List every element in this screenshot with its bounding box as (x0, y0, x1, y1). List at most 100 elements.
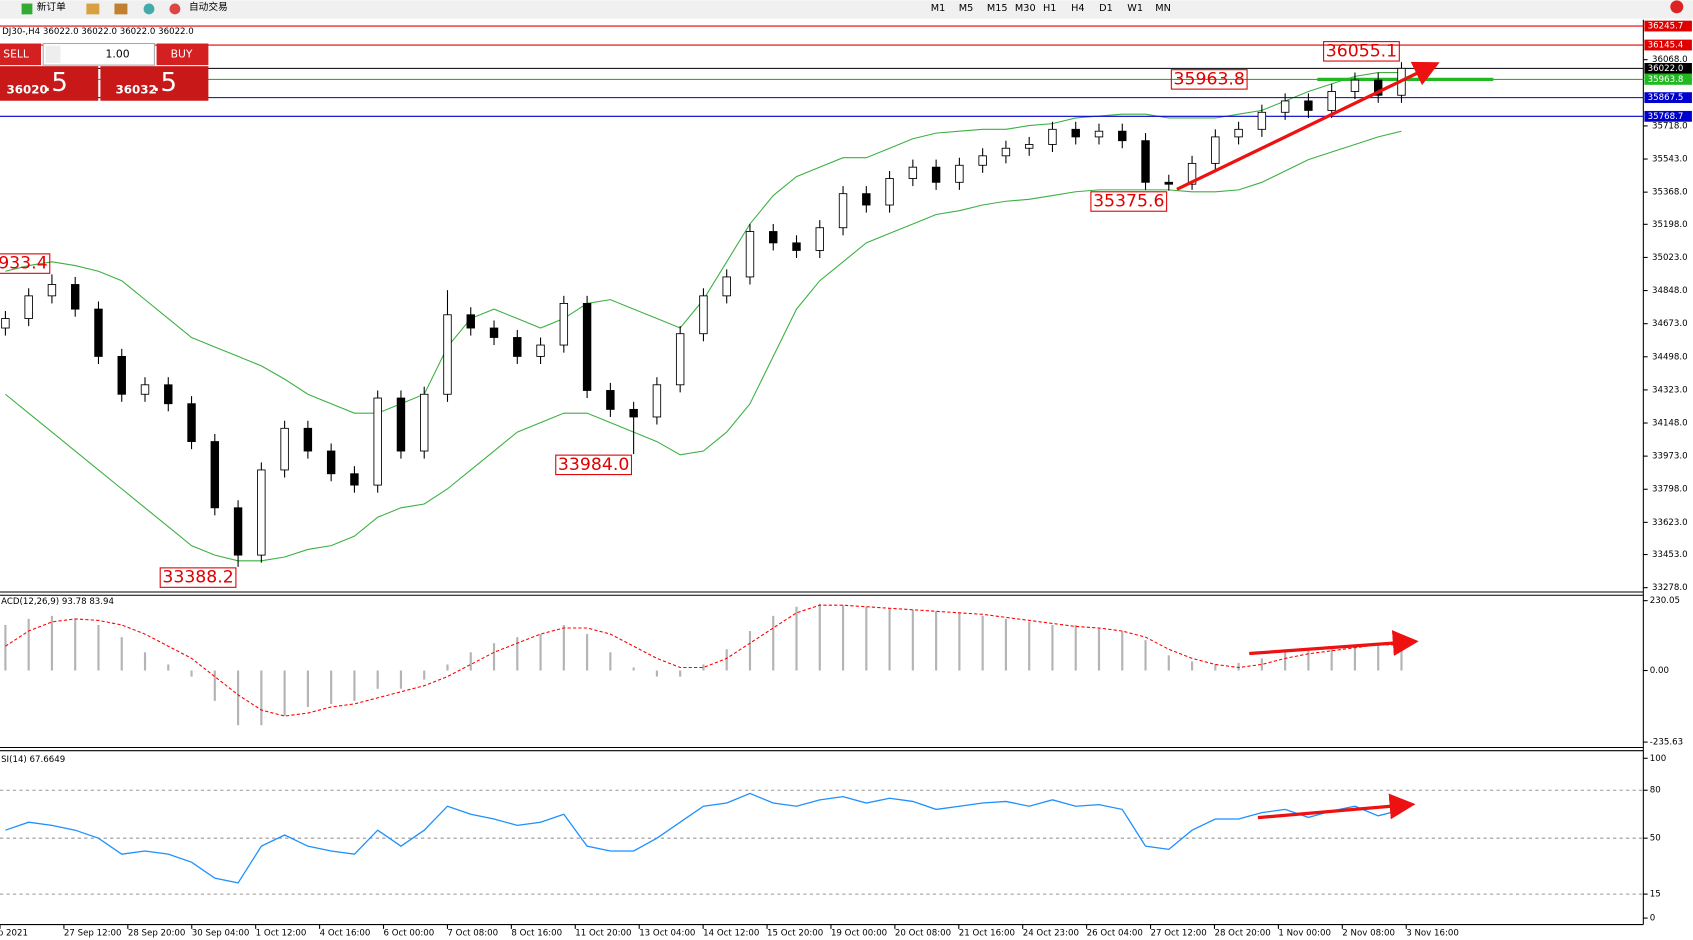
ask-price[interactable]: 36032 (116, 82, 157, 96)
macd-bar (1074, 624, 1077, 671)
macd-bar (1260, 658, 1263, 671)
candle-body (1141, 140, 1150, 183)
y-tick-label: 34673.0 (1652, 319, 1688, 329)
level-label: 35963.8 (1648, 75, 1684, 85)
y-tick-label: 35718.0 (1652, 121, 1688, 131)
timeframe[interactable]: D1 (1099, 3, 1113, 14)
x-tick-label: 24 Oct 23:00 (1023, 929, 1079, 939)
search[interactable] (1630, 1, 1648, 16)
x-tick-label: 4 Oct 16:00 (320, 929, 371, 939)
toolbar-icon[interactable] (143, 3, 155, 15)
ask-box[interactable] (100, 66, 209, 101)
macd-bar (50, 615, 54, 671)
candle-body (1094, 130, 1104, 138)
macd-bar (1167, 655, 1170, 671)
candle-body (629, 408, 638, 418)
macd-bar (399, 670, 403, 689)
macd-bar (1004, 618, 1008, 671)
candle-body (233, 507, 243, 556)
candle-body (1280, 100, 1290, 113)
level-tag (1644, 39, 1692, 51)
candle-body (931, 166, 941, 183)
timeframe[interactable]: M1 (931, 3, 946, 14)
sell-label[interactable]: SELL (3, 47, 29, 60)
x-tick-label: 1 Oct 12:00 (256, 929, 307, 939)
candle-body (94, 308, 103, 357)
new-order[interactable]: 新订单 (37, 0, 66, 13)
x-tick-label: 3 Nov 16:00 (1406, 929, 1459, 939)
indicator-title: ACD(12,26,9) 93.78 83.94 (1, 597, 114, 607)
timeframe[interactable]: H1 (1043, 3, 1056, 14)
x-tick-label: 6 Oct 00:00 (384, 929, 435, 939)
x-tick-label: 30 Sep 04:00 (192, 929, 250, 939)
candle-body (1234, 128, 1243, 138)
level-label: 35768.7 (1648, 112, 1684, 122)
price-annotation: 33388.2 (162, 568, 233, 588)
candle-body (838, 193, 848, 229)
macd-bar (795, 606, 798, 671)
sell-button[interactable] (0, 43, 42, 66)
timeframe[interactable]: H4 (1071, 3, 1084, 14)
price-annotation: 33984.0 (558, 455, 629, 475)
lot-input[interactable] (42, 42, 155, 66)
trend-arrow (1249, 630, 1419, 657)
auto-trading-icon[interactable] (169, 3, 181, 15)
ask-pips[interactable]: .5 (152, 68, 177, 98)
buy-button[interactable] (156, 43, 209, 66)
y-tick-label: 35543.0 (1652, 155, 1688, 165)
auto-trading[interactable]: 自动交易 (189, 0, 228, 13)
level-label: 35867.5 (1648, 93, 1684, 103)
y-tick-label: 35198.0 (1652, 220, 1688, 230)
candle-body (210, 441, 220, 509)
candle-body (1257, 111, 1267, 130)
candle-body (1024, 144, 1034, 149)
toolbar-icon[interactable] (114, 3, 128, 15)
y-tick-label: 34323.0 (1652, 385, 1688, 395)
lot-value[interactable]: 1.00 (106, 47, 130, 60)
macd-bar (748, 631, 752, 671)
macd-bar (958, 612, 961, 671)
macd-bar (981, 615, 984, 671)
macd-bar (1121, 631, 1124, 671)
candle-body (1350, 79, 1360, 92)
timeframe[interactable]: M30 (1015, 3, 1036, 14)
toolbar-icon[interactable] (86, 3, 100, 15)
x-tick-label: 15 Oct 20:00 (767, 929, 823, 939)
alert-icon[interactable] (1670, 0, 1684, 14)
candle-body (606, 390, 615, 410)
y-tick-label: 36068.0 (1652, 55, 1688, 65)
bid-pips[interactable]: .5 (43, 68, 68, 98)
new-order-icon[interactable] (21, 3, 33, 15)
timeframe[interactable]: M5 (959, 3, 974, 14)
macd-bar (702, 664, 705, 671)
candle-body (1118, 130, 1127, 142)
candle-body (1164, 181, 1174, 185)
buy-label[interactable]: BUY (171, 47, 193, 60)
candle-body (187, 403, 196, 442)
macd-bar (1353, 646, 1357, 671)
lot-spinner[interactable] (45, 45, 61, 63)
macd-bar (236, 670, 240, 726)
macd-bar (1051, 624, 1054, 671)
candle-body (908, 166, 918, 179)
macd-bar (655, 670, 658, 677)
candle-body (47, 284, 57, 297)
macd-bar (1377, 643, 1380, 671)
x-tick-label: Sep 2021 (0, 929, 28, 939)
bid-price[interactable]: 36020 (6, 82, 47, 96)
candle-body (513, 337, 522, 357)
macd-bar (120, 637, 123, 671)
candle-body (1048, 128, 1057, 145)
timeframe[interactable]: MN (1155, 3, 1171, 14)
macd-bar (632, 667, 635, 671)
timeframe[interactable]: M15 (987, 3, 1008, 14)
y-tick-label: 33973.0 (1652, 452, 1688, 462)
y-tick-label: 33278.0 (1652, 583, 1688, 593)
macd-bar (190, 670, 193, 677)
level-label: 36022.0 (1648, 64, 1684, 74)
bid-box[interactable] (0, 66, 99, 101)
timeframe[interactable]: W1 (1127, 3, 1143, 14)
candle-body (792, 242, 801, 251)
